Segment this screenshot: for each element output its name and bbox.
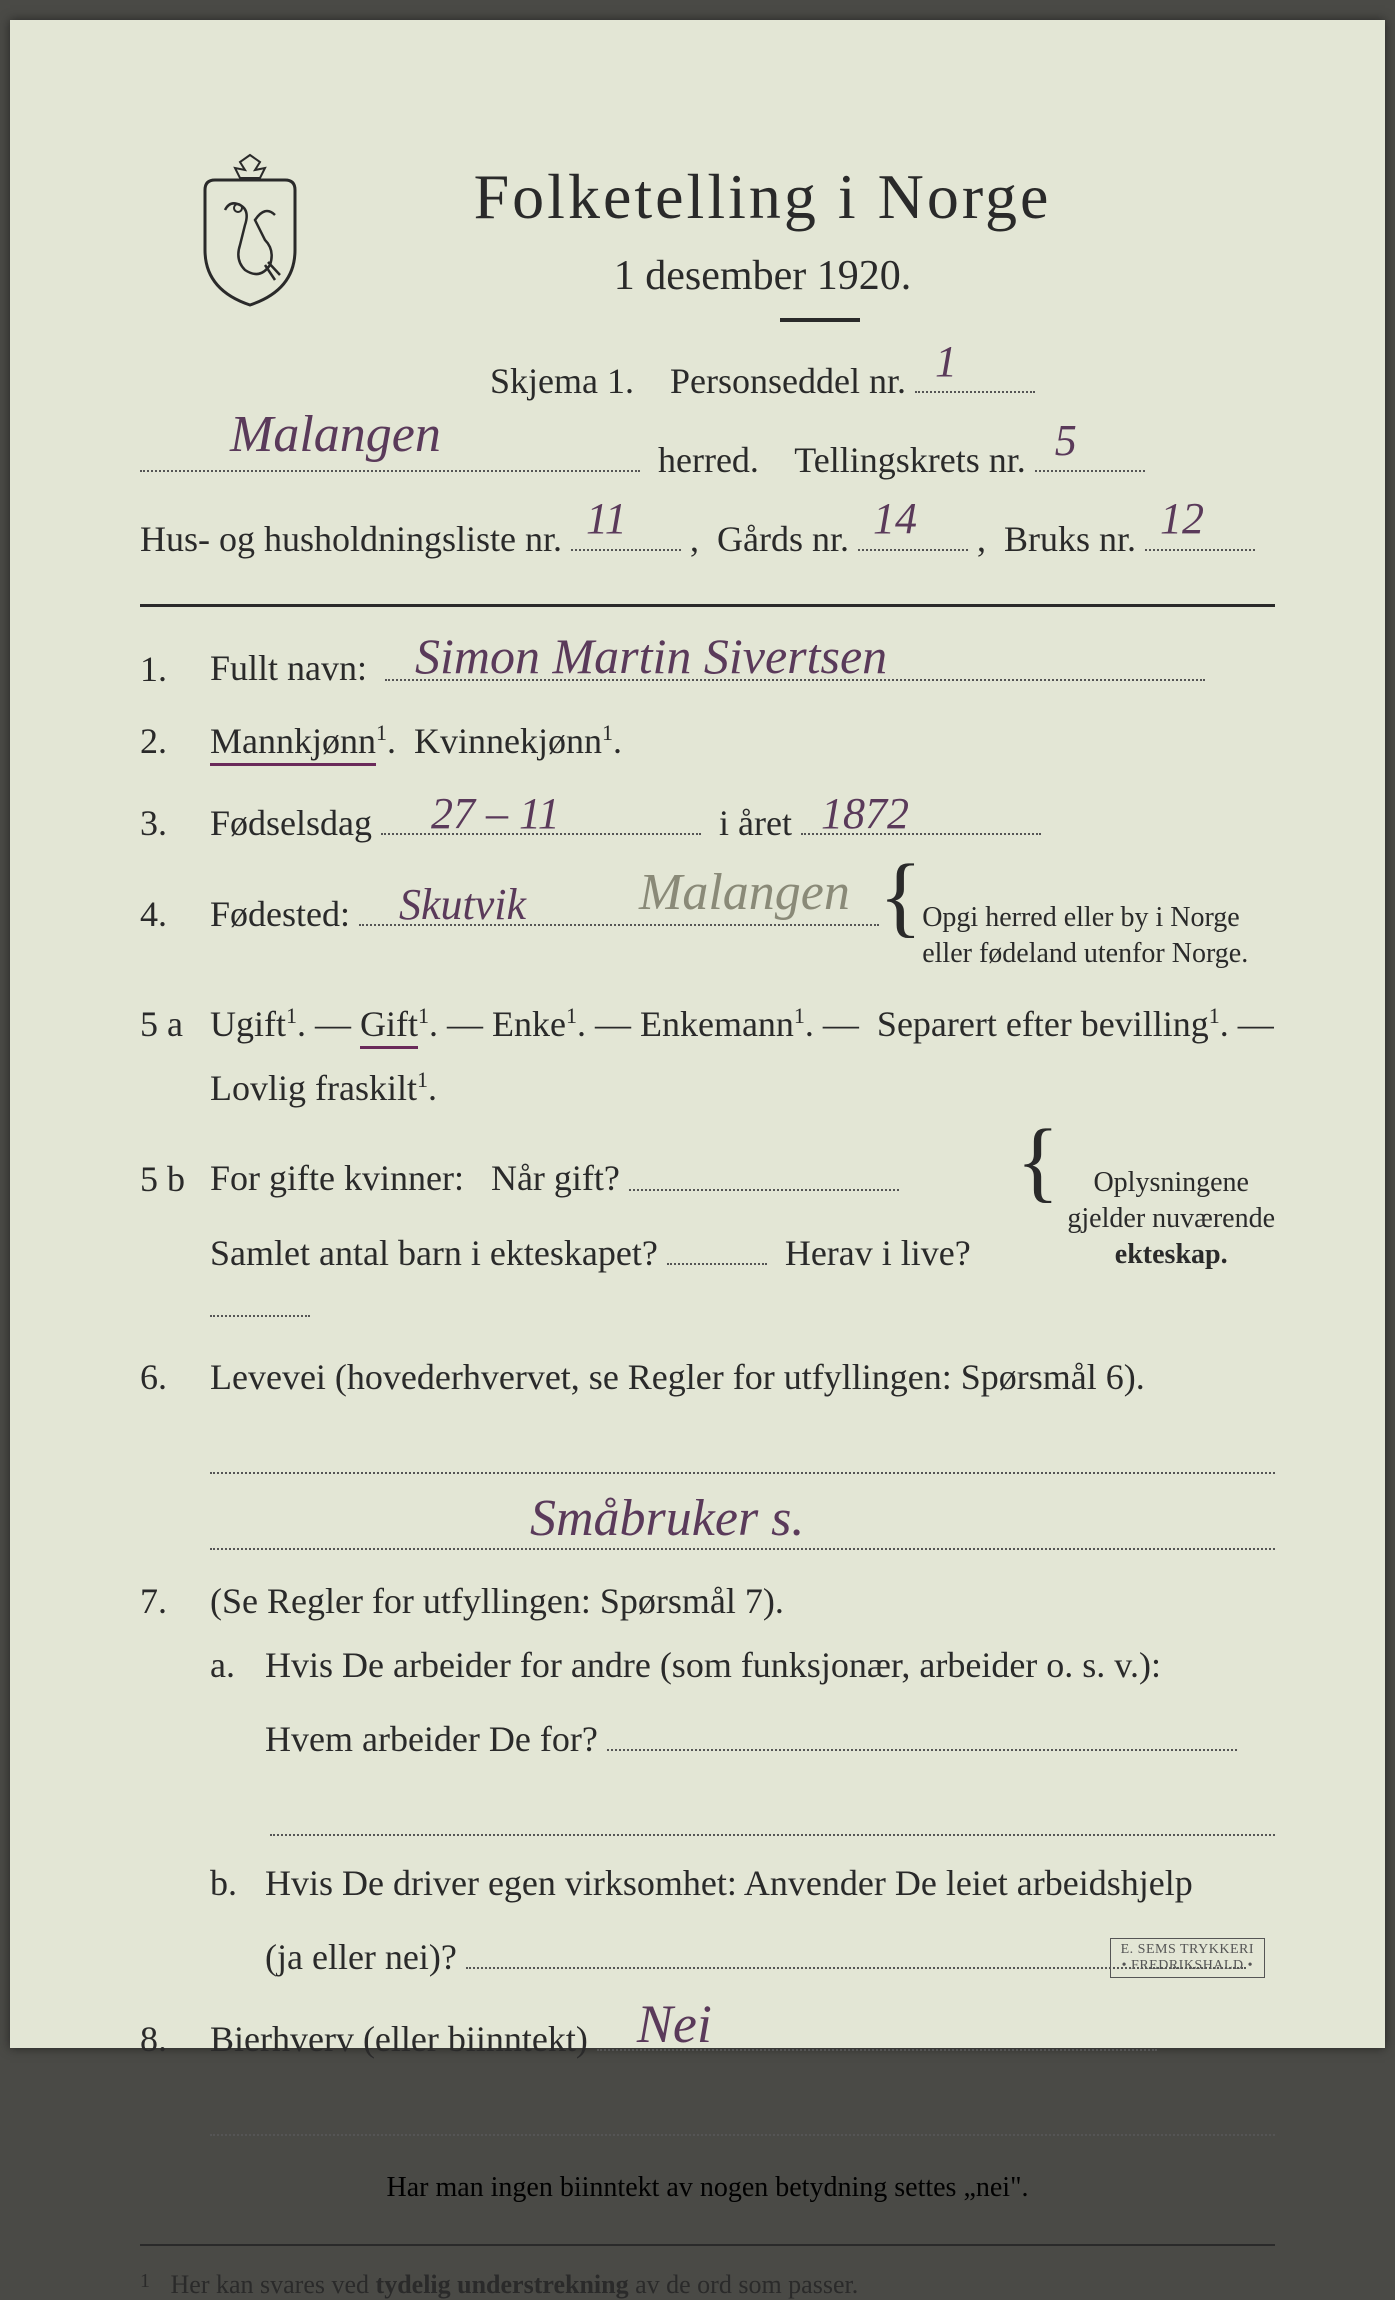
q5a-opt-separert: Separert efter bevilling <box>877 1004 1209 1044</box>
question-3: 3. Fødselsdag 27 – 11 i året 1872 <box>140 792 1275 844</box>
question-5b: 5 b For gifte kvinner: Når gift? Samlet … <box>140 1139 1275 1326</box>
page-subtitle: 1 desember 1920. <box>250 252 1275 300</box>
herred-label: herred. <box>658 440 759 480</box>
q5b-l2a: Samlet antal barn i ekteskapet? <box>210 1233 658 1273</box>
q3-label: Fødselsdag <box>210 803 372 843</box>
question-5a: 5 a Ugift1. — Gift1. — Enke1. — Enkemann… <box>140 1003 1275 1109</box>
q5a-line2: Lovlig fraskilt <box>210 1068 417 1108</box>
page-title: Folketelling i Norge <box>250 160 1275 234</box>
footnote-num: 1 <box>140 2270 150 2292</box>
census-page: Folketelling i Norge 1 desember 1920. Sk… <box>10 20 1385 2048</box>
gards-value: 14 <box>873 484 917 554</box>
question-7: 7. (Se Regler for utfyllingen: Spørsmål … <box>140 1580 1275 1622</box>
brace-icon: { <box>879 874 922 919</box>
q5a-opt-gift: Gift <box>360 1004 418 1049</box>
q7a-num: a. <box>210 1644 265 1686</box>
q4-sidenote: Opgi herred eller by i Norge eller fødel… <box>922 900 1248 973</box>
q5b-sidenote: Oplysningene gjelder nuværende ekteskap. <box>1067 1165 1275 1274</box>
q5a-num: 5 a <box>140 1003 210 1045</box>
q3-day-value: 27 – 11 <box>431 788 560 839</box>
skjema-label: Skjema 1. <box>490 361 634 401</box>
q7b-num: b. <box>210 1862 265 1904</box>
personseddel-value: 1 <box>935 327 957 397</box>
coat-of-arms-icon <box>190 150 310 310</box>
q8-label: Bierhverv (eller biinntekt) <box>210 2019 588 2059</box>
q7-label: (Se Regler for utfyllingen: Spørsmål 7). <box>210 1581 784 1621</box>
printer-stamp: E. SEMS TRYKKERI • FREDRIKSHALD • <box>1110 1938 1265 1978</box>
q3-num: 3. <box>140 802 210 844</box>
meta-line-2: Malangen herred. Tellingskrets nr. 5 <box>140 429 1275 490</box>
question-6: 6. Levevei (hovederhvervet, se Regler fo… <box>140 1356 1275 1398</box>
q5a-opt-ugift: Ugift <box>210 1004 286 1044</box>
q3-year-value: 1872 <box>821 788 909 839</box>
question-2: 2. Mannkjønn1. Kvinnekjønn1. <box>140 720 1275 762</box>
personseddel-label: Personseddel nr. <box>670 361 906 401</box>
footnote-text: Her kan svares ved tydelig understreknin… <box>171 2270 859 2299</box>
q5a-opt-enkemann: Enkemann <box>640 1004 794 1044</box>
herred-value: Malangen <box>230 393 441 476</box>
q4-num: 4. <box>140 893 210 935</box>
question-8: 8. Bierhverv (eller biinntekt) Nei <box>140 2008 1275 2060</box>
main-divider <box>140 604 1275 607</box>
tellingskrets-label: Tellingskrets nr. <box>794 440 1025 480</box>
tellingskrets-value: 5 <box>1055 406 1077 476</box>
bruks-value: 12 <box>1160 484 1204 554</box>
q7a-l2: Hvem arbeider De for? <box>265 1719 598 1759</box>
q4-pencil-value: Malangen <box>639 863 850 922</box>
q7-num: 7. <box>140 1580 210 1622</box>
q5b-l1a: For gifte kvinner: <box>210 1159 464 1199</box>
brace-icon: { <box>1016 1139 1059 1184</box>
husliste-value: 11 <box>586 484 627 554</box>
bruks-label: Bruks nr. <box>1004 519 1136 559</box>
q8-fill <box>210 2100 1275 2136</box>
q3-year-label: i året <box>719 803 792 843</box>
q6-fill-2: Småbruker s. <box>210 1514 1275 1550</box>
note-text: Har man ingen biinntekt av nogen betydni… <box>140 2172 1275 2204</box>
q8-value: Nei <box>637 1993 712 2055</box>
q6-label: Levevei (hovederhvervet, se Regler for u… <box>210 1357 1145 1397</box>
q1-value: Simon Martin Sivertsen <box>415 627 887 685</box>
gards-label: Gårds nr. <box>717 519 849 559</box>
q7a-l1: Hvis De arbeider for andre (som funksjon… <box>265 1645 1161 1685</box>
q5b-l2b: Herav i live? <box>785 1233 971 1273</box>
q7b-l2: (ja eller nei)? <box>265 1937 457 1977</box>
q2-num: 2. <box>140 720 210 762</box>
q1-num: 1. <box>140 648 210 690</box>
q2-mann: Mannkjønn <box>210 721 376 766</box>
q7a-fill <box>270 1800 1275 1836</box>
q7b-l1: Hvis De driver egen virksomhet: Anvender… <box>265 1863 1193 1903</box>
question-7a: a. Hvis De arbeider for andre (som funks… <box>210 1644 1275 1760</box>
q6-fill-1 <box>210 1438 1275 1474</box>
title-divider <box>780 318 860 322</box>
q5b-num: 5 b <box>140 1158 210 1200</box>
q5a-opt-enke: Enke <box>492 1004 566 1044</box>
footnote: 1 Her kan svares ved tydelig understrekn… <box>140 2270 1275 2300</box>
question-4: 4. Fødested: Skutvik Malangen { Opgi her… <box>140 874 1275 973</box>
question-1: 1. Fullt navn: Simon Martin Sivertsen <box>140 637 1275 689</box>
q8-num: 8. <box>140 2018 210 2060</box>
q6-value: Småbruker s. <box>530 1489 804 1548</box>
meta-line-3: Hus- og husholdningsliste nr. 11 , Gårds… <box>140 508 1275 569</box>
q5b-l1b: Når gift? <box>491 1159 620 1199</box>
husliste-label: Hus- og husholdningsliste nr. <box>140 519 562 559</box>
q4-label: Fødested: <box>210 893 350 935</box>
q2-kvinne: Kvinnekjønn <box>414 721 602 761</box>
q6-num: 6. <box>140 1356 210 1398</box>
q1-label: Fullt navn: <box>210 649 367 689</box>
footnote-divider <box>140 2244 1275 2246</box>
q4-value: Skutvik <box>399 879 526 930</box>
